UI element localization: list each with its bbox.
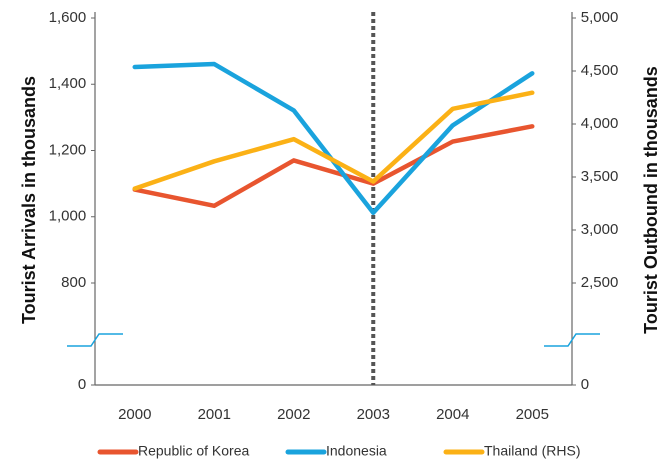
axis-break [67, 333, 123, 347]
x-tick-label: 2005 [516, 406, 549, 423]
legend-label: Republic of Korea [138, 443, 250, 459]
legend-label: Thailand (RHS) [484, 443, 580, 459]
x-tick-label: 2000 [118, 406, 151, 423]
y2-tick-label: 4,500 [581, 62, 619, 79]
series-line [132, 90, 535, 191]
y-tick-label: 1,400 [49, 75, 87, 92]
x-tick-label: 2001 [198, 406, 231, 423]
y2-tick-label: 5,000 [581, 9, 619, 26]
x-tick-label: 2002 [277, 406, 310, 423]
y2-tick-label: 3,000 [581, 221, 619, 238]
y-tick-label: 1,000 [49, 208, 87, 225]
y-tick-label: 800 [61, 274, 86, 291]
series-line [132, 124, 535, 209]
y2-tick-label: 2,500 [581, 274, 619, 291]
legend-label: Indonesia [326, 443, 387, 459]
y-tick-label: 0 [78, 376, 86, 393]
legend: Republic of Korea Indonesia Thailand (RHS) [97, 443, 580, 459]
y2-axis-title: Tourist Outbound in thousands [641, 66, 661, 334]
x-tick-label: 2003 [357, 406, 390, 423]
axis-break [544, 333, 600, 347]
y-axis-title: Tourist Arrivals in thousands [19, 76, 39, 324]
y-tick-label: 1,200 [49, 141, 87, 158]
y2-tick-label: 0 [581, 376, 589, 393]
y-tick-label: 1,600 [49, 9, 87, 26]
x-tick-label: 2004 [436, 406, 469, 423]
y2-tick-label: 4,000 [581, 115, 619, 132]
y2-tick-label: 3,500 [581, 168, 619, 185]
